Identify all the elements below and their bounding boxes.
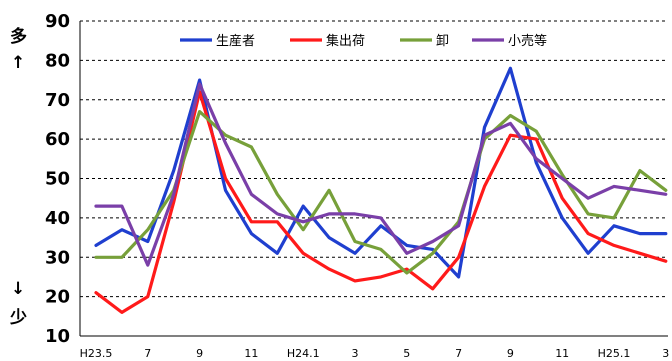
x-tick-label: H23.5	[80, 347, 113, 360]
y-tick-label: 30	[45, 247, 70, 268]
x-tick-label: 3	[352, 347, 359, 360]
series-line	[94, 109, 668, 275]
side-label-top: 多	[10, 26, 27, 47]
series-line	[94, 90, 668, 314]
side-label-bottom: 少	[9, 308, 27, 328]
y-tick-label: 90	[45, 11, 70, 32]
y-tick-label: 50	[45, 169, 70, 190]
x-tick-label: 11	[244, 347, 258, 360]
series-lines	[94, 66, 668, 314]
x-tick-label: 9	[196, 347, 203, 360]
y-tick-label: 60	[45, 129, 70, 150]
x-tick-labels: H23.5 7 9 11 H24.1 3 5 7 9 11 H25.1 3	[80, 347, 670, 360]
y-tick-labels: 10 20 30 40 50 60 70 80 90	[45, 11, 70, 347]
grid-lines	[80, 20, 668, 298]
y-tick-label: 40	[45, 208, 70, 229]
legend-label: 卸	[436, 33, 449, 49]
x-tick-label: H24.1	[287, 347, 320, 360]
series-line	[94, 66, 668, 279]
x-tick-label: 9	[507, 347, 514, 360]
side-label-top-arrow: ↑	[11, 53, 25, 73]
y-tick-label: 80	[45, 50, 70, 71]
side-label-bottom-arrow: ↓	[11, 279, 25, 299]
x-tick-label: 5	[403, 347, 410, 360]
x-tick-label: 7	[144, 347, 151, 360]
x-tick-label: 7	[455, 347, 462, 360]
legend-label: 小売等	[508, 33, 547, 49]
legend-label: 生産者	[216, 33, 255, 49]
x-tick-label: 3	[662, 347, 669, 360]
x-tick-label: 11	[555, 347, 569, 360]
series-line	[94, 82, 668, 267]
y-tick-label: 70	[45, 90, 70, 111]
y-tick-label: 20	[45, 287, 70, 308]
legend: 生産者 集出荷 卸 小売等	[180, 33, 547, 49]
x-tick-label: H25.1	[598, 347, 631, 360]
legend-label: 集出荷	[326, 33, 365, 49]
side-labels: 多 ↑ ↓ 少	[9, 26, 27, 328]
axes	[79, 21, 668, 337]
y-tick-label: 10	[45, 326, 70, 347]
